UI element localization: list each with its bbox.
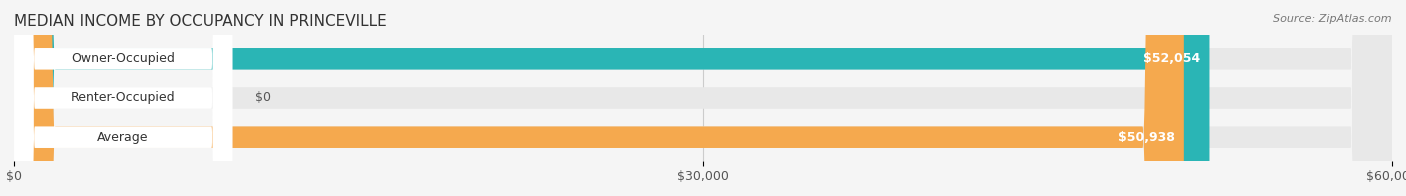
Text: Average: Average xyxy=(97,131,149,144)
Text: Source: ZipAtlas.com: Source: ZipAtlas.com xyxy=(1274,14,1392,24)
FancyBboxPatch shape xyxy=(14,0,232,196)
FancyBboxPatch shape xyxy=(14,0,232,196)
FancyBboxPatch shape xyxy=(14,0,1392,196)
Text: Owner-Occupied: Owner-Occupied xyxy=(72,52,176,65)
FancyBboxPatch shape xyxy=(14,0,1392,196)
Text: $0: $0 xyxy=(256,92,271,104)
Text: MEDIAN INCOME BY OCCUPANCY IN PRINCEVILLE: MEDIAN INCOME BY OCCUPANCY IN PRINCEVILL… xyxy=(14,14,387,29)
FancyBboxPatch shape xyxy=(14,0,232,196)
Text: $52,054: $52,054 xyxy=(1143,52,1201,65)
Text: Renter-Occupied: Renter-Occupied xyxy=(70,92,176,104)
FancyBboxPatch shape xyxy=(14,0,1392,196)
Text: $50,938: $50,938 xyxy=(1118,131,1174,144)
FancyBboxPatch shape xyxy=(14,0,1209,196)
FancyBboxPatch shape xyxy=(14,0,1184,196)
